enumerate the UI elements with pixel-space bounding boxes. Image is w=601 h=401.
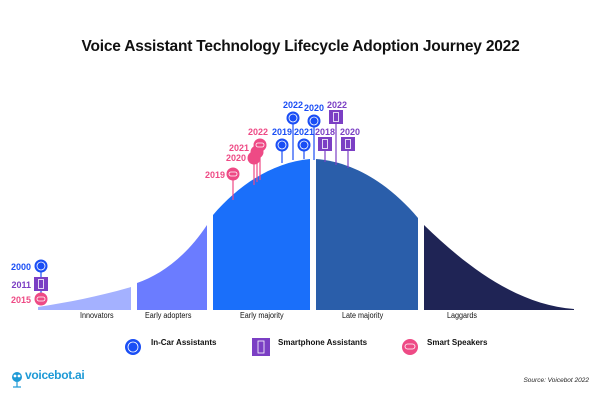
pin-speaker-2015: 2015 bbox=[11, 292, 48, 306]
legend-speaker-icon bbox=[402, 339, 418, 355]
svg-text:2020: 2020 bbox=[340, 127, 360, 137]
segment-label-early-majority: Early majority bbox=[240, 311, 284, 320]
svg-text:2018: 2018 bbox=[315, 127, 335, 137]
pin-car-2021: 2021 bbox=[294, 127, 314, 159]
pin-phone-2020: 2020 bbox=[340, 127, 360, 168]
svg-text:2011: 2011 bbox=[11, 280, 31, 290]
svg-text:2019: 2019 bbox=[272, 127, 292, 137]
legend-label-speaker: Smart Speakers bbox=[427, 338, 488, 347]
segment-label-early-adopters: Early adopters bbox=[145, 311, 192, 320]
pin-speaker-2019: 2019 bbox=[205, 167, 240, 200]
svg-text:2020: 2020 bbox=[304, 103, 324, 113]
svg-text:2020: 2020 bbox=[226, 153, 246, 163]
pin-car-2020: 2020 bbox=[304, 103, 324, 160]
pin-speaker-2022: 2022 bbox=[248, 127, 268, 180]
pin-car-2019: 2019 bbox=[272, 127, 292, 163]
segment-early-adopters bbox=[137, 225, 207, 310]
svg-text:2019: 2019 bbox=[205, 170, 225, 180]
segment-laggards bbox=[424, 225, 574, 310]
chart-title: Voice Assistant Technology Lifecycle Ado… bbox=[81, 38, 520, 55]
voicebot-logo-icon bbox=[12, 372, 22, 388]
svg-text:2015: 2015 bbox=[11, 295, 31, 305]
segment-label-late-majority: Late majority bbox=[342, 311, 384, 320]
legend-phone-icon bbox=[252, 338, 270, 356]
legend-label-car: In-Car Assistants bbox=[151, 338, 217, 347]
svg-text:2021: 2021 bbox=[229, 143, 249, 153]
legend-item-car: In-Car Assistants bbox=[151, 338, 217, 347]
svg-text:2022: 2022 bbox=[283, 100, 303, 110]
svg-text:2000: 2000 bbox=[11, 262, 31, 272]
legend-item-speaker: Smart Speakers bbox=[427, 338, 487, 347]
segment-innovators bbox=[38, 287, 131, 310]
pin-car-2022: 2022 bbox=[283, 100, 303, 160]
segment-early-majority bbox=[213, 159, 310, 310]
voicebot-logo: voicebot.ai bbox=[25, 368, 85, 382]
legend-car-icon bbox=[125, 339, 141, 355]
svg-text:2022: 2022 bbox=[248, 127, 268, 137]
svg-text:2022: 2022 bbox=[327, 100, 347, 110]
legend-label-phone: Smartphone Assistants bbox=[278, 338, 368, 347]
source-note: Source: Voicebot 2022 bbox=[523, 377, 589, 384]
segment-late-majority bbox=[316, 159, 418, 310]
pin-phone-2022: 2022 bbox=[327, 100, 347, 165]
logo-text: voicebot.ai bbox=[25, 368, 85, 382]
svg-text:2021: 2021 bbox=[294, 127, 314, 137]
pin-phone-2018: 2018 bbox=[315, 127, 335, 162]
segment-label-laggards: Laggards bbox=[447, 311, 478, 320]
legend-item-phone: Smartphone Assistants bbox=[278, 338, 367, 347]
pin-phone-2011: 2011 bbox=[11, 277, 48, 291]
segment-label-innovators: Innovators bbox=[80, 311, 114, 320]
